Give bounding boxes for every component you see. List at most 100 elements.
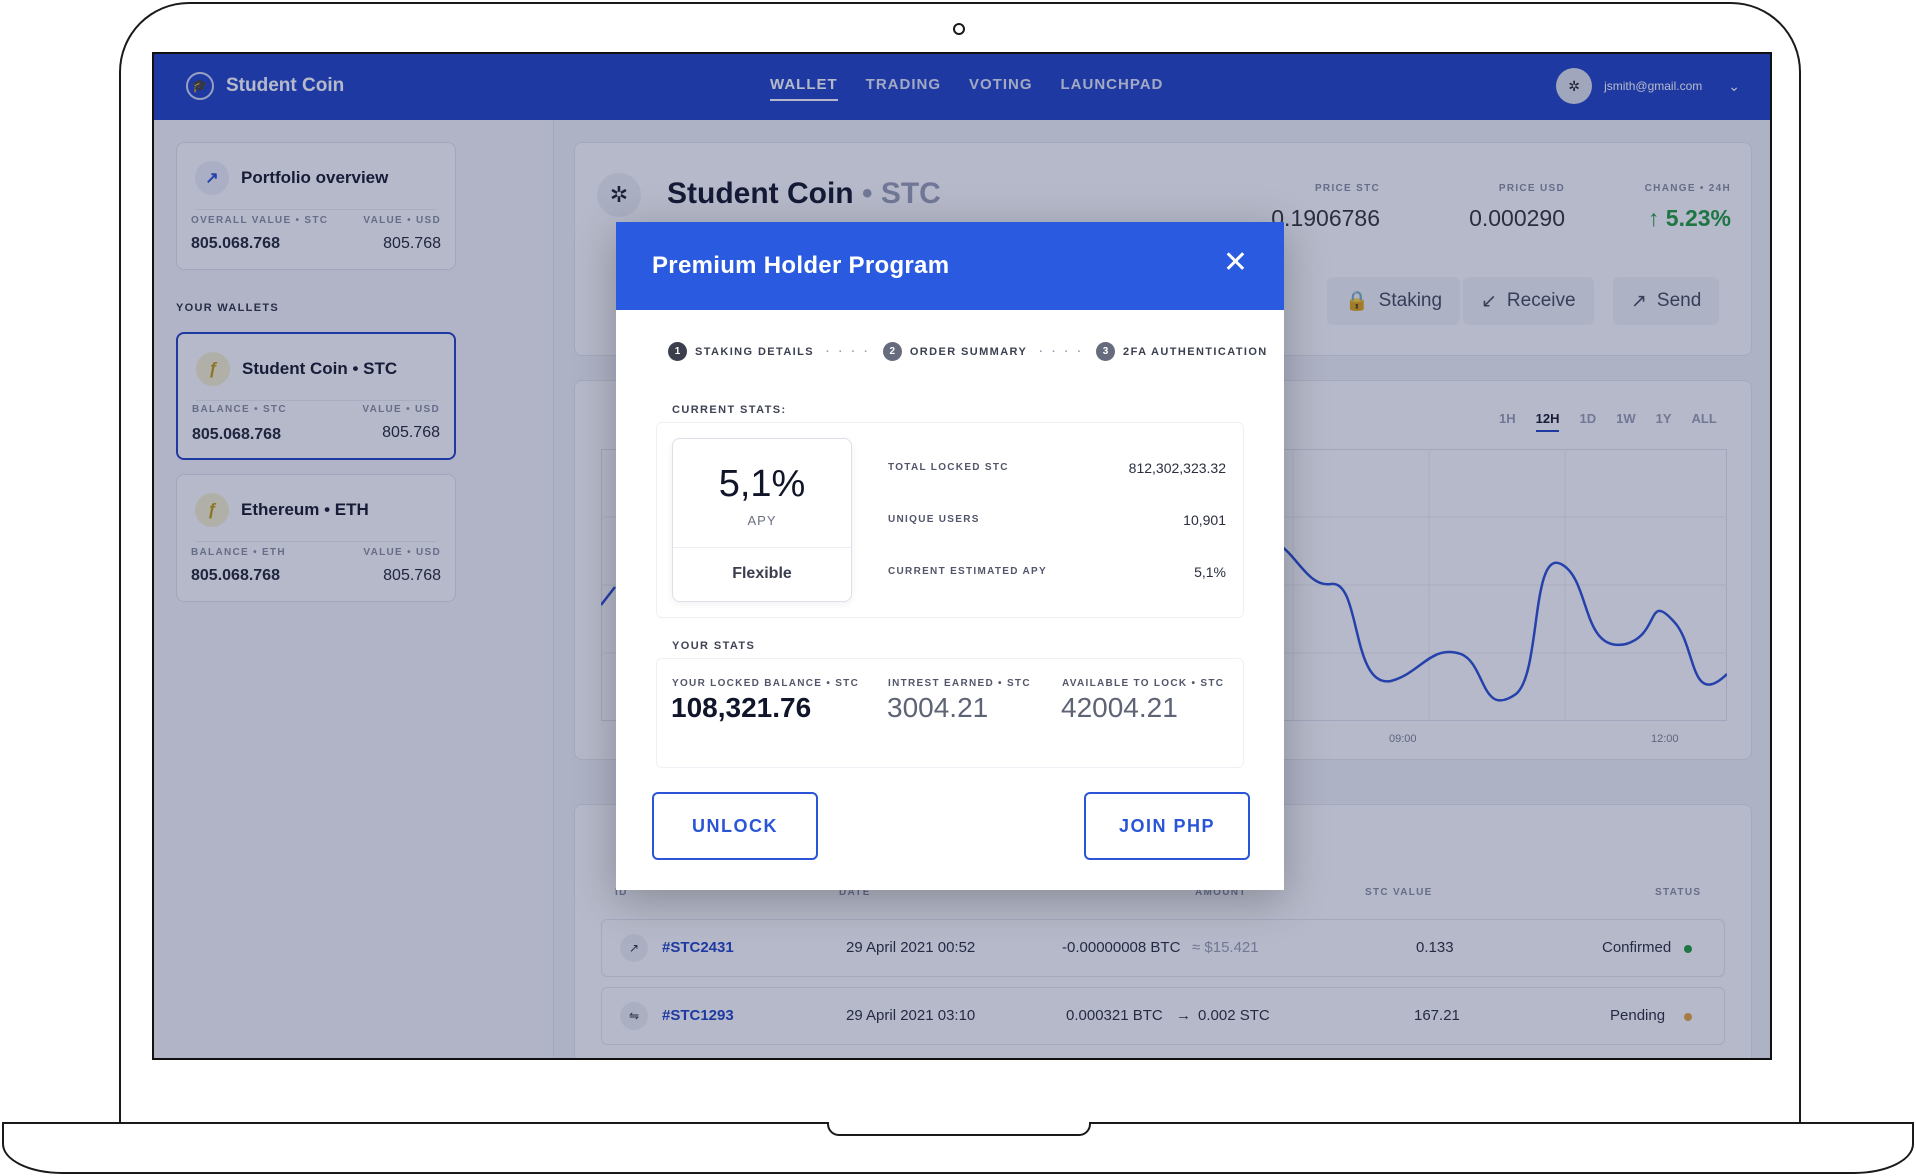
coin-title: Student Coin • STC: [667, 177, 941, 211]
arrow-down-left-icon: ↙: [1481, 290, 1497, 312]
available-label: AVAILABLE TO LOCK • STC: [1062, 678, 1225, 689]
header-status: STATUS: [1655, 887, 1702, 898]
range-1h[interactable]: 1H: [1499, 411, 1516, 426]
tx-amount: 0.000321 BTC: [1066, 1007, 1163, 1024]
step-3-badge: 3: [1096, 342, 1116, 361]
overall-value: 805.068.768: [191, 235, 280, 252]
divider: [673, 547, 851, 548]
range-1w[interactable]: 1W: [1616, 411, 1636, 426]
tx-id[interactable]: #STC1293: [662, 1007, 734, 1024]
coin-separator: •: [861, 177, 881, 210]
lock-icon: 🔒: [1345, 291, 1369, 312]
screen: 🎓 Student Coin WALLET TRADING VOTING LAU…: [152, 52, 1772, 1060]
apy-card[interactable]: 5,1% APY Flexible: [672, 438, 852, 602]
range-1y[interactable]: 1Y: [1655, 411, 1672, 426]
tx-value: 167.21: [1414, 1007, 1460, 1024]
portfolio-title-row: ↗ Portfolio overview: [195, 161, 388, 195]
coin-logo-icon: ✲: [597, 173, 641, 217]
range-12h[interactable]: 12H: [1535, 411, 1560, 432]
coin-symbol: STC: [880, 177, 941, 210]
apy-value: 5,1%: [718, 463, 806, 505]
stat-value: 10,901: [1183, 512, 1226, 528]
wallet-card-eth[interactable]: ƒ Ethereum • ETH BALANCE • ETH VALUE • U…: [176, 474, 456, 602]
receive-label: Receive: [1506, 290, 1576, 311]
price-line: [601, 536, 1727, 702]
wallet-title-row: ƒ Ethereum • ETH: [195, 493, 369, 527]
arrow-right-icon: →: [1176, 1007, 1191, 1024]
chevron-down-icon[interactable]: ⌄: [1728, 77, 1740, 94]
wallet-name: Ethereum • ETH: [241, 500, 369, 519]
your-stats-label: YOUR STATS: [672, 640, 756, 652]
wallet-title-row: ƒ Student Coin • STC: [196, 352, 397, 386]
tx-status: Confirmed: [1602, 939, 1672, 956]
stat-value: 5,1%: [1194, 564, 1226, 580]
step-2-label[interactable]: ORDER SUMMARY: [909, 345, 1028, 358]
step-connector: · · · ·: [1039, 345, 1085, 358]
close-icon[interactable]: ✕: [1222, 246, 1248, 279]
portfolio-card[interactable]: ↗ Portfolio overview OVERALL VALUE • STC…: [176, 142, 456, 270]
step-1-badge: 1: [668, 342, 687, 361]
tx-date: 29 April 2021 03:10: [846, 1007, 976, 1024]
brand[interactable]: 🎓 Student Coin: [186, 72, 344, 100]
graduation-cap-icon: 🎓: [186, 72, 214, 100]
unlock-button[interactable]: UNLOCK: [652, 792, 818, 860]
step-3-label[interactable]: 2FA AUTHENTICATION: [1123, 345, 1268, 358]
coin-name: Student Coin: [667, 177, 854, 210]
wallets-heading: YOUR WALLETS: [176, 302, 279, 314]
receive-button[interactable]: ↙ Receive: [1463, 277, 1594, 325]
header-id: ID: [615, 887, 628, 898]
table-row[interactable]: ↗ #STC2431 29 April 2021 00:52 -0.000000…: [601, 919, 1725, 977]
nav-trading[interactable]: TRADING: [865, 76, 941, 93]
user-menu[interactable]: ✲ jsmith@gmail.com ⌄: [1556, 68, 1740, 104]
header-date: DATE: [839, 887, 871, 898]
range-all[interactable]: ALL: [1691, 411, 1717, 426]
chart-line-icon: ↗: [195, 161, 229, 195]
nav-launchpad[interactable]: LAUNCHPAD: [1060, 76, 1164, 93]
tx-date: 29 April 2021 00:52: [846, 939, 976, 956]
staking-label: Staking: [1378, 290, 1443, 311]
sidebar: ↗ Portfolio overview OVERALL VALUE • STC…: [154, 120, 554, 1058]
available-value: 42004.21: [1061, 692, 1178, 723]
tx-status: Pending: [1610, 1007, 1666, 1024]
price-usd-value: 0.000290: [1469, 205, 1565, 231]
join-php-button[interactable]: JOIN PHP: [1084, 792, 1250, 860]
current-stats-box: [656, 422, 1244, 618]
usd-value: 805.768: [383, 567, 441, 584]
tx-amount-extra: ≈ $15.421: [1192, 939, 1259, 956]
nav-voting[interactable]: VOTING: [968, 76, 1033, 93]
header-stc-value: STC VALUE: [1365, 887, 1433, 898]
stat-label: UNIQUE USERS: [888, 514, 980, 525]
nav-wallet[interactable]: WALLET: [770, 76, 838, 101]
current-stats-label: CURRENT STATS:: [672, 404, 787, 416]
range-selector: 1H 12H 1D 1W 1Y ALL: [1499, 411, 1717, 432]
tx-amount: -0.00000008 BTC: [1062, 939, 1181, 956]
step-1-label[interactable]: STAKING DETAILS: [695, 345, 814, 358]
table-row[interactable]: ⇋ #STC1293 29 April 2021 03:10 0.000321 …: [601, 987, 1725, 1045]
usd-label: VALUE • USD: [363, 215, 441, 226]
status-dot: [1684, 945, 1692, 953]
overall-label: OVERALL VALUE • STC: [191, 215, 329, 226]
staking-button[interactable]: 🔒 Staking: [1327, 277, 1461, 325]
change-text: 5.23%: [1665, 205, 1731, 231]
step-2-badge: 2: [882, 342, 902, 361]
range-1d[interactable]: 1D: [1579, 411, 1597, 426]
wallet-card-stc[interactable]: ƒ Student Coin • STC BALANCE • STC VALUE…: [176, 332, 456, 460]
send-button[interactable]: ↗ Send: [1613, 277, 1720, 325]
stepper: 1 STAKING DETAILS · · · · 2 ORDER SUMMAR…: [668, 342, 1268, 361]
change-value: ↑ 5.23%: [1605, 205, 1731, 232]
interest-earned-value: 3004.21: [887, 692, 989, 723]
change-label: CHANGE • 24H: [1644, 183, 1731, 194]
usd-label: VALUE • USD: [363, 547, 441, 558]
top-bar: 🎓 Student Coin WALLET TRADING VOTING LAU…: [154, 54, 1770, 120]
price-stc-value: 0.1906786: [1271, 205, 1380, 231]
stat-value: 812,302,323.32: [1128, 460, 1226, 476]
price-usd-label: PRICE USD: [1498, 183, 1565, 194]
laptop-notch: [827, 1122, 1091, 1136]
portfolio-title: Portfolio overview: [241, 168, 389, 187]
modal-title: Premium Holder Program: [652, 252, 950, 279]
tx-id[interactable]: #STC2431: [662, 939, 734, 956]
swap-icon: ⇋: [620, 1002, 648, 1030]
balance-label: BALANCE • ETH: [191, 547, 286, 558]
x-tick-1200: 12:00: [1651, 733, 1679, 745]
usd-value: 805.768: [383, 235, 441, 252]
